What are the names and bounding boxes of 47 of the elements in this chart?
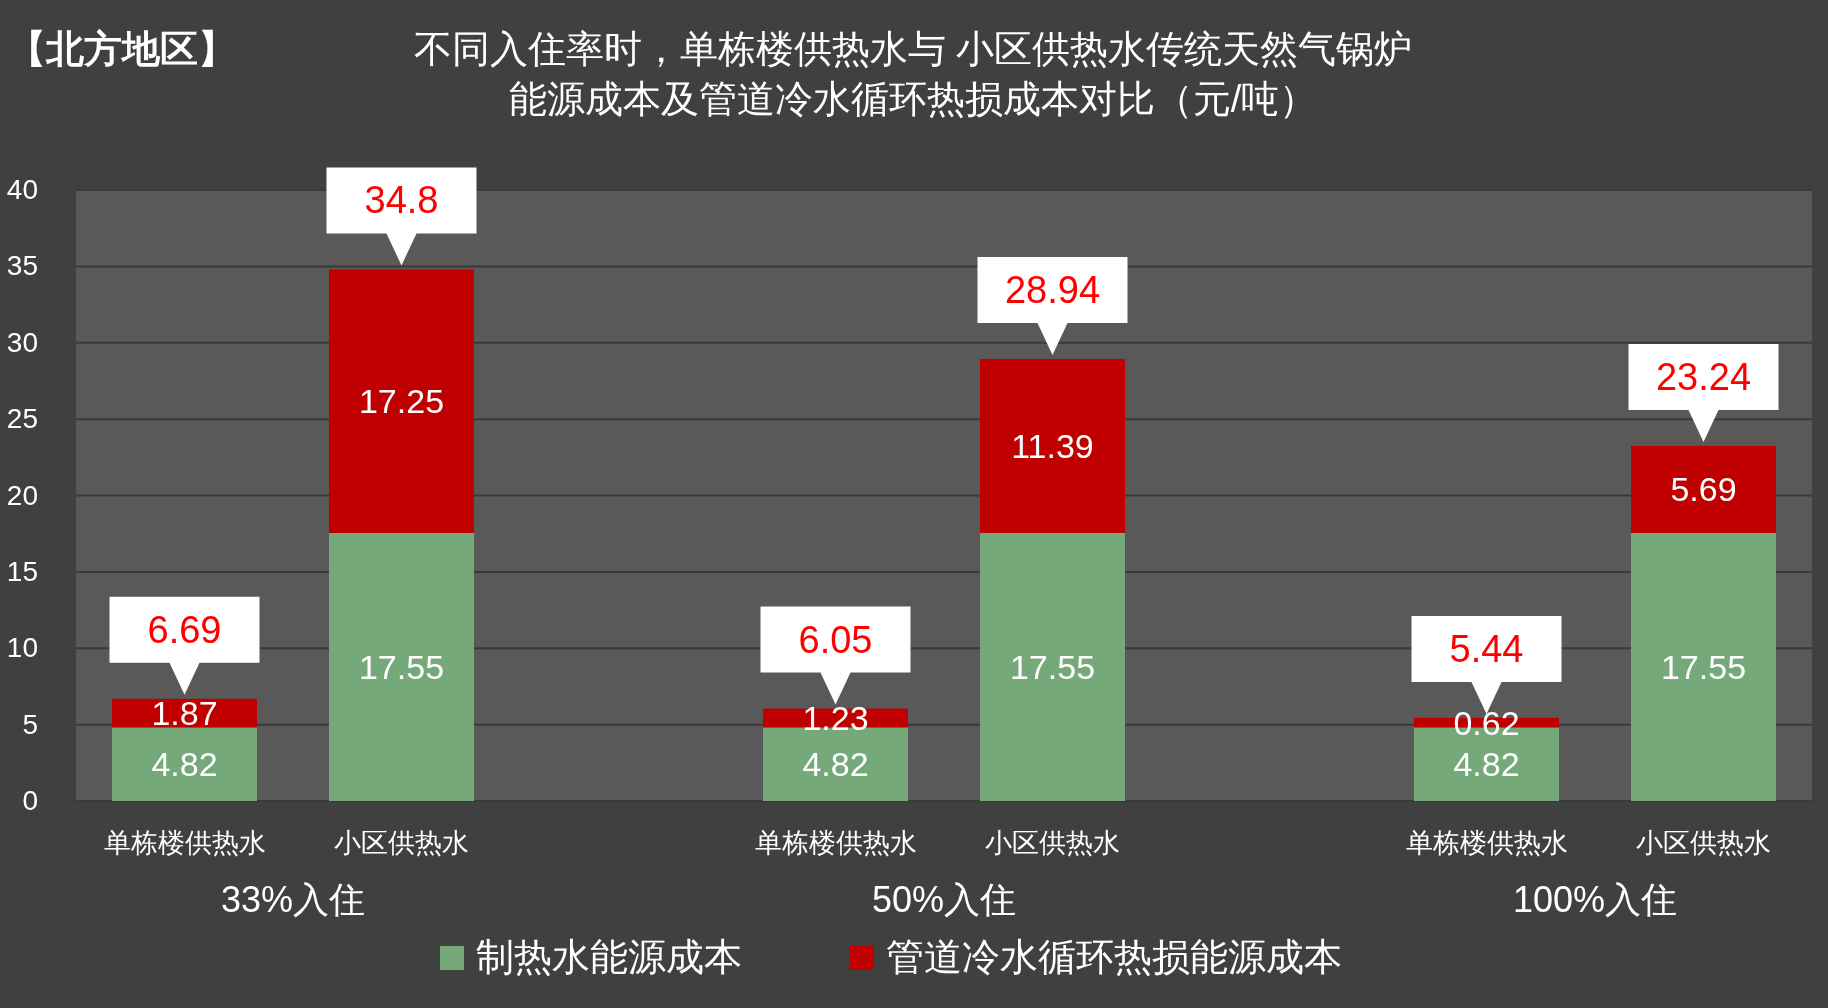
y-tick-label: 40 [6, 174, 38, 205]
data-label: 4.82 [1453, 745, 1520, 784]
data-label: 1.23 [802, 698, 869, 737]
bar [112, 727, 257, 801]
total-label: 23.24 [1655, 356, 1752, 399]
chart-title: 不同入住率时，单栋楼供热水与 小区供热水传统天然气锅炉 [413, 28, 1413, 70]
legend-label: 制热水能源成本 [476, 936, 742, 978]
x-tick-label: 小区供热水 [1636, 828, 1771, 858]
data-label: 17.55 [1660, 647, 1747, 686]
text: 100%入住 [1512, 879, 1678, 920]
data-label: 11.39 [1011, 426, 1094, 465]
bar [980, 532, 1125, 801]
data-label: 17.55 [358, 647, 445, 686]
total-label: 5.44 [1449, 627, 1524, 670]
text: 50%入住 [871, 879, 1017, 920]
legend-label: 管道冷水循环热损能源成本 [886, 936, 1342, 978]
y-tick-label: 5 [22, 708, 38, 740]
y-tick-label: 10 [6, 632, 38, 664]
bar [329, 269, 474, 533]
y-tick-label: 25 [6, 403, 38, 435]
bar [1631, 446, 1776, 533]
bar [1631, 532, 1776, 801]
y-tick-label: 30 [6, 326, 38, 358]
y-tick-label: 0 [22, 785, 38, 816]
data-label: 4.82 [802, 745, 869, 784]
x-tick-label: 单栋楼供热水 [103, 828, 266, 858]
total-label: 28.94 [1004, 268, 1101, 311]
data-label: 1.87 [151, 694, 218, 733]
x-tick-label: 小区供热水 [334, 828, 469, 858]
x-tick-label: 小区供热水 [985, 828, 1120, 858]
data-label: 4.82 [151, 745, 218, 784]
text: 【北方地区】 [8, 28, 236, 70]
x-tick-label: 单栋楼供热水 [1405, 828, 1568, 858]
bar [980, 358, 1125, 533]
y-tick-label: 20 [6, 479, 38, 511]
y-tick-label: 15 [6, 555, 38, 587]
total-label: 34.8 [364, 179, 439, 222]
y-tick-label: 35 [6, 250, 38, 282]
data-label: 17.55 [1009, 647, 1096, 686]
total-label: 6.05 [798, 618, 873, 661]
data-label: 17.25 [358, 382, 445, 421]
data-label: 5.69 [1670, 470, 1737, 509]
bar [329, 532, 474, 801]
total-label: 6.69 [147, 608, 222, 651]
text: 33%入住 [220, 879, 366, 920]
chart-subtitle: 能源成本及管道冷水循环热损成本对比（元/吨） [508, 78, 1318, 120]
x-tick-label: 单栋楼供热水 [754, 828, 917, 858]
